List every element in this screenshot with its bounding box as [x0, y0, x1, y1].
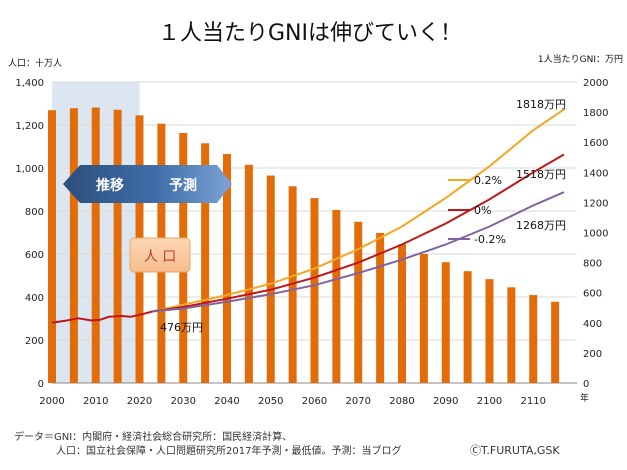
right-tick-label: 600 — [583, 289, 602, 300]
right-tick-label: 2000 — [583, 78, 608, 89]
legend-label: 0.2% — [474, 174, 502, 187]
left-tick-label: 600 — [25, 250, 44, 261]
left-tick-label: 200 — [25, 336, 44, 347]
population-bar — [69, 108, 78, 383]
series-end-label: 1818万円 — [516, 98, 566, 111]
right-tick-label: 400 — [583, 319, 602, 330]
history-forecast-arrow — [63, 165, 232, 203]
right-tick-label: 1200 — [583, 198, 608, 209]
population-bar — [223, 154, 231, 383]
population-bar — [310, 198, 319, 383]
x-tick-label: 2040 — [214, 396, 239, 407]
x-tick-label: 2060 — [302, 396, 327, 407]
population-bar — [201, 143, 210, 383]
right-tick-label: 200 — [583, 349, 602, 360]
start-value-label: 476万円 — [160, 321, 203, 334]
x-tick-label: 2080 — [389, 396, 414, 407]
x-tick-label: 2110 — [521, 396, 546, 407]
population-bar — [398, 244, 406, 383]
x-tick-label: 2100 — [477, 396, 502, 407]
right-tick-label: 800 — [583, 259, 602, 270]
x-tick-label: 2070 — [346, 396, 371, 407]
population-bar — [463, 271, 472, 383]
right-tick-label: 1400 — [583, 168, 608, 179]
x-tick-label: 2010 — [83, 396, 108, 407]
right-axis-label: 1人当たりGNI：万円 — [538, 53, 623, 65]
left-tick-label: 400 — [25, 293, 44, 304]
right-tick-label: 1600 — [583, 138, 608, 149]
population-bar — [419, 254, 428, 383]
gni-line-0.2pct — [152, 108, 565, 313]
left-tick-label: 800 — [25, 207, 44, 218]
population-bar — [48, 110, 56, 383]
x-tick-label: 2020 — [127, 396, 152, 407]
legend-label: 0% — [474, 204, 491, 217]
legend-label: -0.2% — [474, 233, 506, 246]
population-label-box — [129, 237, 191, 273]
population-bar — [354, 221, 363, 383]
history-label: 推移 — [96, 177, 124, 194]
left-tick-label: 1,200 — [15, 121, 44, 132]
population-bar — [441, 262, 450, 383]
gni-line-minus0.2pct — [152, 191, 565, 313]
left-tick-label: 1,000 — [15, 164, 44, 175]
gni-line-0pct — [152, 153, 565, 313]
right-tick-label: 1800 — [583, 108, 608, 119]
right-tick-label: 1000 — [583, 229, 608, 240]
population-bar — [485, 279, 494, 383]
gni-history-line — [51, 310, 153, 324]
population-bar — [551, 301, 560, 383]
x-tick-label: 2000 — [39, 396, 64, 407]
series-end-label: 1268万円 — [516, 219, 566, 232]
source-line-2: 人口：国立社会保障・人口問題研究所2017年予測・最低値。予測：当ブログ — [56, 446, 402, 457]
source-line-1: データ＝GNI：内閣府・経済社会総合研究所：国民経済計算、 — [14, 432, 293, 443]
population-bar — [244, 164, 253, 383]
population-bar — [332, 209, 341, 383]
x-tick-label: 2090 — [433, 396, 458, 407]
forecast-label: 予測 — [169, 177, 197, 194]
chart-title: １人当たりGNIは伸びていく！ — [158, 21, 462, 46]
right-tick-label: 0 — [583, 379, 589, 390]
copyright: ⒸT.FURUTA,GSK — [470, 444, 560, 457]
series-end-label: 1518万円 — [516, 168, 566, 181]
x-tick-label: 2030 — [171, 396, 196, 407]
population-bar — [376, 232, 385, 383]
population-label: 人 口 — [144, 249, 176, 265]
left-tick-label: 0 — [38, 379, 44, 390]
population-bar — [266, 175, 275, 383]
population-bar — [507, 287, 516, 383]
population-bar — [91, 107, 100, 384]
x-axis-unit: 年 — [580, 392, 589, 404]
population-bar — [529, 295, 538, 383]
population-bar — [113, 109, 122, 384]
left-tick-label: 1,400 — [15, 78, 44, 89]
left-axis-label: 人口：十万人 — [8, 57, 62, 69]
x-tick-label: 2050 — [258, 396, 283, 407]
